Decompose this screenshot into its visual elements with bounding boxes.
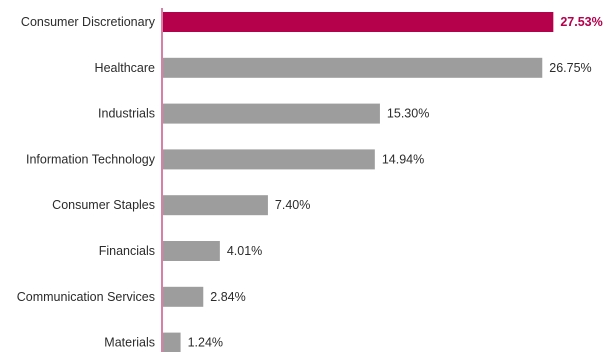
category-label: Communication Services: [17, 290, 155, 304]
category-label: Financials: [99, 244, 155, 258]
value-label: 7.40%: [275, 198, 310, 212]
bar: [163, 149, 375, 170]
value-label: 27.53%: [560, 15, 602, 29]
bar: [163, 241, 220, 261]
bar: [163, 103, 380, 124]
bar: [163, 12, 554, 32]
category-label: Information Technology: [26, 152, 156, 166]
value-label: 1.24%: [188, 336, 223, 350]
bar: [163, 286, 204, 307]
value-label: 15.30%: [387, 107, 429, 121]
value-label: 26.75%: [549, 61, 591, 75]
category-label: Materials: [104, 336, 155, 350]
value-label: 14.94%: [382, 152, 424, 166]
category-label: Healthcare: [95, 61, 155, 75]
bar: [163, 57, 543, 78]
value-label: 2.84%: [210, 290, 245, 304]
category-label: Consumer Staples: [52, 198, 155, 212]
bar: [163, 332, 181, 352]
category-label: Consumer Discretionary: [21, 15, 156, 29]
bar: [163, 195, 268, 216]
category-label: Industrials: [98, 107, 155, 121]
value-label: 4.01%: [227, 244, 262, 258]
